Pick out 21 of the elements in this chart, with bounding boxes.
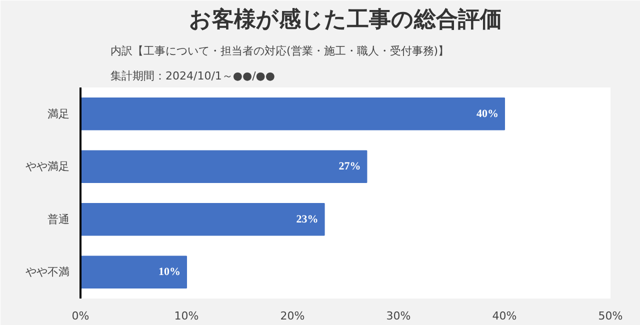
x-tick-label: 50% <box>598 310 623 322</box>
x-tick-label: 10% <box>174 310 199 322</box>
x-tick-label: 40% <box>492 310 517 322</box>
x-tick-label: 0% <box>72 310 90 322</box>
y-tick-label: 普通 <box>48 212 70 226</box>
x-tick-label: 30% <box>386 310 411 322</box>
text: 集計期間：2024/10/1～●●/●● <box>110 70 276 82</box>
y-tick-label: やや不満 <box>26 266 70 279</box>
bar <box>80 150 368 183</box>
data-label: 10% <box>158 266 180 278</box>
data-label: 23% <box>296 213 318 226</box>
data-label: 27% <box>338 160 361 173</box>
chart-subtitle: 内訳【工事について・担当者の対応(営業・施工・職人・受付事務)】 <box>110 44 450 58</box>
y-tick-label: 満足 <box>48 107 70 120</box>
chart-title: お客様が感じた工事の総合評価 <box>189 6 502 32</box>
data-label: 40% <box>476 108 498 120</box>
x-tick-label: 20% <box>280 310 305 322</box>
bar <box>80 256 187 288</box>
bar <box>80 98 505 130</box>
y-tick-label: やや満足 <box>26 160 70 174</box>
bar <box>80 203 325 236</box>
